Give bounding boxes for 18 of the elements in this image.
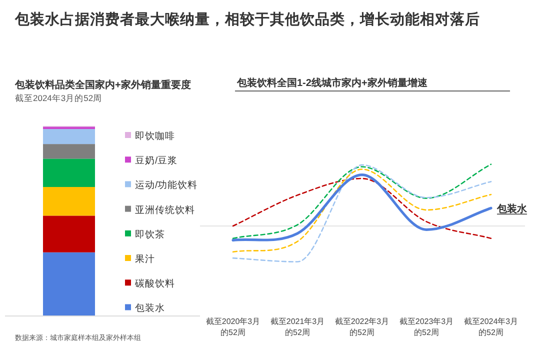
x-tick-label: 截至2020年3月的52周 [206, 317, 260, 338]
x-tick-label: 截至2023年3月的52周 [399, 317, 454, 338]
legend-label: 运动/功能饮料 [135, 179, 198, 192]
legend-label: 即饮咖啡 [135, 130, 175, 142]
legend-label: 即饮茶 [135, 228, 165, 240]
x-tick-label: 截至2022年3月的52周 [334, 317, 390, 338]
chart-title: 包装饮料全国1-2线城市家内+家外销量增速 [236, 77, 428, 89]
x-tick-label: 截至2024年3月的52周 [464, 317, 518, 338]
chart-subtitle: 截至2024年3月的52周 [15, 93, 102, 103]
legend-label: 包装水 [135, 302, 165, 314]
series-label: 包装水 [496, 203, 528, 216]
text: 包装水占据消费者最大喉纳量，相较于其他饮品类，增长动能相对落后 [14, 11, 480, 28]
legend-label: 果汁 [135, 253, 155, 265]
legend-label: 亚洲传统饮料 [135, 204, 195, 216]
legend-label: 豆奶/豆浆 [135, 154, 178, 167]
x-tick-label: 截至2021年3月的52周 [270, 317, 325, 338]
chart-title: 包装饮料品类全国家内+家外销量重要度 [14, 79, 191, 91]
legend-label: 碳酸饮料 [134, 278, 175, 290]
